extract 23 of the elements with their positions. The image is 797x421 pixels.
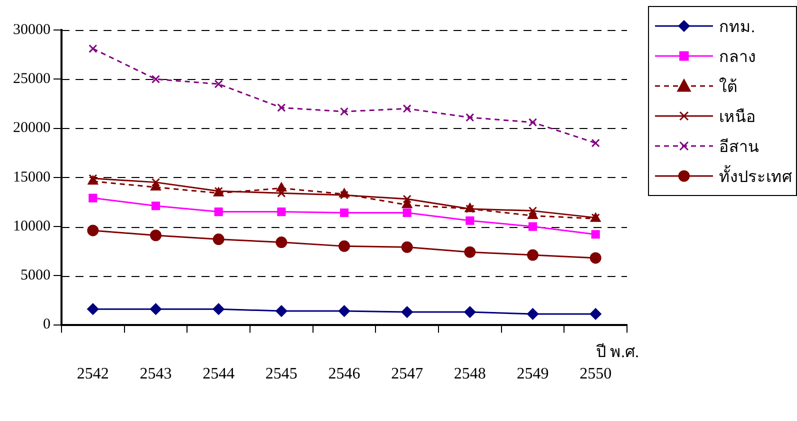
legend-label: กลาง (719, 48, 756, 68)
y-tick-label: 15000 (13, 169, 50, 186)
x-tick-label: 2546 (328, 366, 360, 383)
x-tick-label: 2549 (516, 366, 549, 383)
x-axis-title: ปี พ.ศ. (596, 343, 639, 362)
legend-label: ทั้งประเทศ (719, 164, 792, 188)
x-tick-label: 2547 (391, 366, 424, 383)
y-tick-label: 20000 (13, 120, 50, 136)
y-tick-label: 5000 (20, 268, 50, 284)
x-tick-label: 2545 (265, 366, 298, 383)
x-tick-label: 2543 (140, 366, 172, 383)
legend-label: อีสาน (719, 137, 759, 158)
legend-label: ใต้ (719, 76, 737, 98)
x-tick-label: 2544 (202, 366, 235, 383)
legend-label: กทม. (719, 18, 755, 38)
y-tick-label: 10000 (13, 218, 50, 234)
legend-label: เหนือ (719, 107, 756, 128)
x-tick-label: 2548 (454, 366, 486, 383)
y-tick-label: 0 (43, 316, 50, 333)
x-tick-label: 2550 (580, 366, 612, 383)
y-tick-label: 25000 (13, 71, 50, 88)
x-tick-label: 2542 (76, 366, 109, 383)
y-tick-label: 30000 (13, 22, 50, 38)
